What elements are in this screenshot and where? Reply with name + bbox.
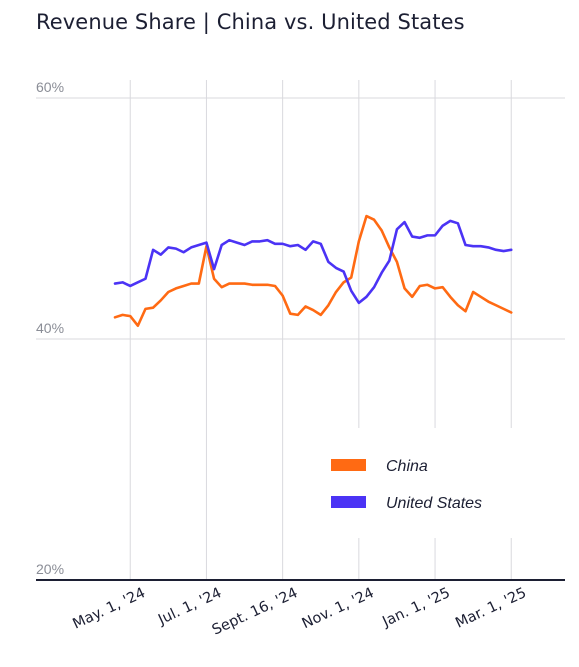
legend: China United States: [331, 458, 482, 512]
chart-title: Revenue Share | China vs. United States: [36, 10, 465, 34]
legend-label-china: China: [386, 458, 428, 475]
x-tick-label-3: Nov. 1, '24: [300, 585, 377, 632]
legend-label-united-states: United States: [386, 495, 482, 512]
legend-swatch-china: [331, 459, 366, 471]
y-tick-label-1: 40%: [36, 320, 64, 336]
y-tick-label-2: 20%: [36, 561, 64, 577]
legend-swatch-united-states: [331, 496, 366, 508]
x-tick-label-0: May. 1, '24: [70, 585, 147, 632]
x-tick-label-5: Mar. 1, '25: [453, 585, 529, 632]
series-lines: [113, 214, 513, 328]
x-tick-label-2: Sept. 16, '24: [210, 585, 300, 639]
y-tick-label-0: 60%: [36, 79, 64, 95]
y-axis: 60% 40% 20%: [36, 79, 64, 577]
legend-background: [322, 428, 522, 538]
series-line-united-states: [113, 219, 513, 305]
grid-lines: [36, 80, 565, 580]
x-tick-label-4: Jan. 1, '25: [379, 585, 452, 631]
series-line-china: [113, 214, 513, 328]
